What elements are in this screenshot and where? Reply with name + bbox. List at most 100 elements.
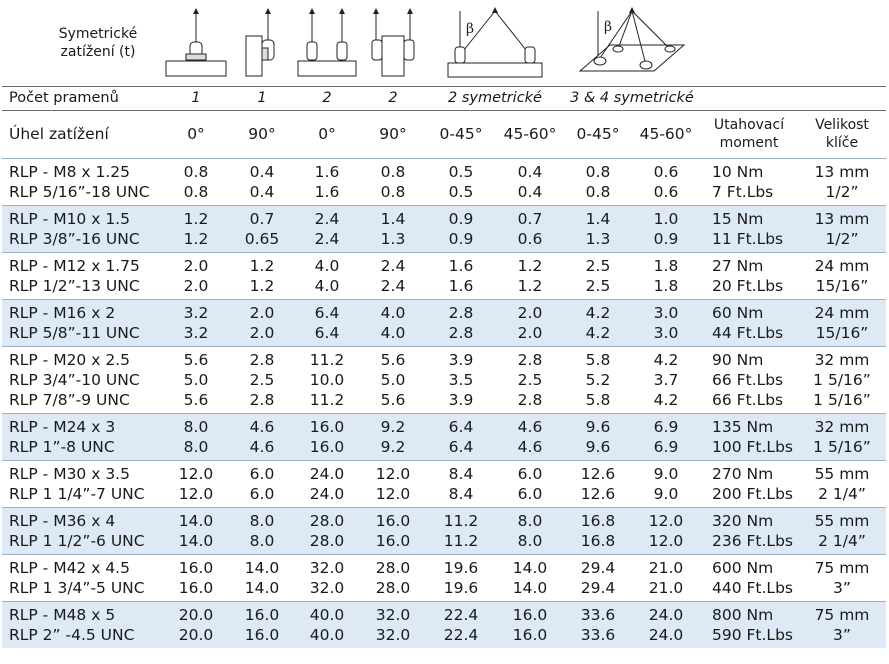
cell-value: 135 Nm: [712, 418, 774, 436]
cell-value: 3.0: [653, 324, 679, 342]
cell-value: 13 mm: [814, 210, 870, 228]
cell-value: 66 Ft.Lbs: [712, 391, 784, 409]
load-cell: 4.2 4.2: [564, 299, 632, 347]
product-cell: RLP - M36 x 4 RLP 1 1/2”-6 UNC: [2, 507, 162, 555]
cell-value: 0.6: [653, 183, 679, 201]
cell-value: 22.4: [443, 626, 479, 644]
cell-value: 28.0: [375, 579, 411, 597]
cell-value: 11 Ft.Lbs: [712, 230, 784, 248]
cell-value: 2.5: [249, 371, 275, 389]
cell-value: 9.2: [380, 418, 406, 436]
torque-cell: 800 Nm 590 Ft.Lbs: [700, 601, 798, 648]
cell-value: 270 Nm: [712, 465, 774, 483]
cell-value: 14.0: [178, 532, 214, 550]
cell-value: RLP 1/2”-13 UNC: [9, 277, 140, 295]
cell-value: 2.0: [183, 277, 209, 295]
cell-value: 1.6: [448, 257, 474, 275]
cell-value: 2.0: [183, 257, 209, 275]
load-cell: 28.0 28.0: [294, 507, 360, 555]
wrench-cell: 32 mm 1 5/16” 1 5/16”: [798, 346, 886, 414]
cell-value: 8.0: [249, 532, 275, 550]
load-cell: 5.6 5.0 5.6: [162, 346, 230, 414]
cell-value: 14.0: [178, 512, 214, 530]
cell-value: 75 mm: [814, 559, 870, 577]
load-cell: 8.0 8.0: [162, 413, 230, 461]
load-cell: 16.0 16.0: [230, 601, 294, 648]
cell-value: 0.8: [380, 163, 406, 181]
load-cell: 2.8 2.5 2.8: [230, 346, 294, 414]
cell-value: 29.4: [580, 559, 616, 577]
load-cell: 1.2 1.2: [496, 252, 564, 300]
load-cell: 1.8 1.8: [632, 252, 700, 300]
load-cell: 8.4 8.4: [426, 460, 496, 508]
cell-value: 60 Nm: [712, 304, 764, 322]
load-cell: 12.6 12.6: [564, 460, 632, 508]
cell-value: 32.0: [375, 606, 411, 624]
cell-value: 0.5: [448, 163, 474, 181]
cell-value: 9.6: [585, 418, 611, 436]
cell-value: 16.0: [309, 438, 345, 456]
cell-value: 6.0: [517, 485, 543, 503]
cell-value: 2.0: [249, 324, 275, 342]
table-row: RLP - M42 x 4.5 RLP 1 3/4”-5 UNC 16.0 16.0 1…: [2, 554, 886, 602]
cell-value: 21.0: [648, 559, 684, 577]
load-cell: 4.0 4.0: [360, 299, 426, 347]
load-cell: 8.0 8.0: [496, 507, 564, 555]
angle-row: Úhel zatížení 0° 90° 0° 90° 0-45° 45-60°…: [2, 110, 886, 159]
cell-value: 6.0: [249, 485, 275, 503]
product-cell: RLP - M20 x 2.5 RLP 3/4”-10 UNC RLP 7/8”-9…: [2, 346, 162, 414]
cell-value: 22.4: [443, 606, 479, 624]
cell-value: 3.2: [183, 304, 209, 322]
load-cell: 1.4 1.3: [564, 205, 632, 253]
cell-value: 1.2: [517, 257, 543, 275]
load-cell: 9.0 9.0: [632, 460, 700, 508]
load-cell: 5.6 5.0 5.6: [360, 346, 426, 414]
load-cell: 4.0 4.0: [294, 252, 360, 300]
cell-value: 28.0: [309, 532, 345, 550]
cell-value: 0.9: [448, 230, 474, 248]
load-cell: 0.9 0.9: [426, 205, 496, 253]
torque-header-line2: moment: [719, 135, 779, 151]
load-cell: 4.2 3.7 4.2: [632, 346, 700, 414]
cell-value: 4.2: [585, 304, 611, 322]
table-row: RLP - M36 x 4 RLP 1 1/2”-6 UNC 14.0 14.0 8.0…: [2, 507, 886, 555]
cell-value: 14.0: [244, 579, 280, 597]
load-cell: 1.2 1.2: [162, 205, 230, 253]
load-cell: 0.8 0.8: [564, 158, 632, 206]
cell-value: 0.5: [448, 183, 474, 201]
cell-value: 12.0: [178, 465, 214, 483]
cell-value: 0.9: [653, 230, 679, 248]
cell-value: 16.0: [244, 606, 280, 624]
wrench-cell: 24 mm 15/16”: [798, 299, 886, 347]
load-cell: 2.8 2.8: [426, 299, 496, 347]
cell-value: 2.0: [517, 324, 543, 342]
legs-34-symmetric: 3 & 4 symetrické: [570, 90, 694, 106]
cell-value: 14.0: [512, 559, 548, 577]
cell-value: 19.6: [443, 579, 479, 597]
cell-value: 0.65: [244, 230, 280, 248]
cell-value: 24.0: [309, 465, 345, 483]
cell-value: 21.0: [648, 579, 684, 597]
cell-value: 2.8: [517, 391, 543, 409]
product-cell: RLP - M10 x 1.5 RLP 3/8”-16 UNC: [2, 205, 162, 253]
cell-value: 29.4: [580, 579, 616, 597]
product-cell: RLP - M8 x 1.25 RLP 5/16”-18 UNC: [2, 158, 162, 206]
cell-value: 0.6: [653, 163, 679, 181]
load-cell: 9.2 9.2: [360, 413, 426, 461]
cell-value: 440 Ft.Lbs: [712, 579, 793, 597]
cell-value: 6.0: [517, 465, 543, 483]
sym-label-line1: Symetrické: [58, 26, 138, 42]
cell-value: 2.4: [314, 230, 340, 248]
load-cell: 33.6 33.6: [564, 601, 632, 648]
load-cell: 0.4 0.4: [496, 158, 564, 206]
cell-value: 1.8: [653, 277, 679, 295]
cell-value: RLP 3/4”-10 UNC: [9, 371, 140, 389]
load-cell: 16.0 16.0: [162, 554, 230, 602]
cell-value: 9.0: [653, 465, 679, 483]
legs-1a: 1: [191, 90, 201, 106]
cell-value: 11.2: [309, 351, 345, 369]
cell-value: 100 Ft.Lbs: [712, 438, 793, 456]
cell-value: 19.6: [443, 559, 479, 577]
load-cell: 0.7 0.65: [230, 205, 294, 253]
load-cell: 32.0 32.0: [294, 554, 360, 602]
